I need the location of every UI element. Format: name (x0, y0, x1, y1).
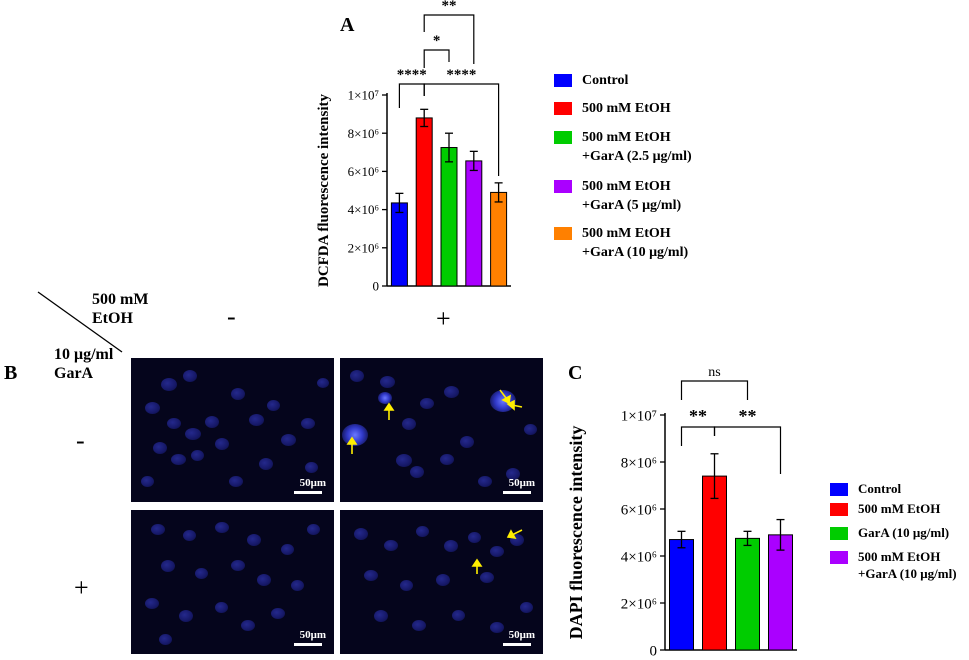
row-minus-label: - (76, 426, 85, 455)
micrograph-etoh: 50μm (340, 358, 543, 502)
significance-bracket (423, 49, 450, 68)
scale-bar-label: 50μm (299, 477, 326, 489)
legend-label: 500 mM EtOH (582, 130, 671, 145)
y-tick-label: 6×10⁶ (621, 502, 657, 518)
significance-label: ** (739, 406, 757, 426)
legend-label: Control (582, 73, 629, 88)
y-tick-label: 4×10⁶ (621, 549, 657, 565)
scale-bar (294, 643, 322, 646)
scale-bar-label: 50μm (299, 629, 326, 641)
gara-header-line1: 10 μg/ml (54, 346, 114, 363)
arrow-markers (346, 389, 523, 454)
legend-swatch (554, 180, 572, 193)
y-tick-label: 1×10⁷ (348, 88, 379, 103)
legend-swatch (554, 102, 572, 115)
legend-swatch (554, 74, 572, 87)
legend-label: +GarA (10 μg/ml) (858, 566, 957, 581)
etoh-header-line1: 500 mM (92, 291, 149, 308)
bar (465, 160, 483, 287)
legend-swatch (554, 131, 572, 144)
legend-label: 500 mM EtOH (858, 549, 940, 564)
legend-label: +GarA (5 μg/ml) (582, 198, 681, 213)
micrograph-gara: 50μm (131, 510, 334, 654)
bar (490, 191, 508, 287)
legend-swatch (830, 527, 848, 540)
legend-swatch (554, 227, 572, 240)
etoh-header: 500 mM EtOH (92, 290, 148, 328)
y-tick-label: 2×10⁶ (621, 596, 657, 612)
column-minus-label: - (227, 302, 236, 331)
legend-label: 500 mM EtOH (582, 179, 671, 194)
legend-label: +GarA (10 μg/ml) (582, 245, 688, 260)
arrow-markers (471, 529, 523, 574)
bar (768, 534, 793, 651)
significance-bracket (680, 426, 716, 446)
legend-swatch (830, 551, 848, 564)
legend-swatch (830, 503, 848, 516)
legend-label: GarA (10 μg/ml) (858, 525, 949, 540)
y-tick-label: 2×10⁶ (348, 240, 379, 255)
significance-bracket (680, 380, 749, 400)
bar (415, 117, 433, 287)
gara-header: 10 μg/ml GarA (54, 345, 113, 383)
significance-label: ns (708, 365, 720, 380)
panel-label-b: B (4, 362, 18, 384)
significance-label: **** (446, 67, 476, 83)
scale-bar-label: 50μm (508, 629, 535, 641)
significance-bracket (423, 83, 500, 176)
y-tick-label: 8×10⁶ (348, 126, 379, 141)
bar (440, 147, 458, 287)
micrograph-etoh-gara: 50μm (340, 510, 543, 654)
y-tick-label: 8×10⁶ (621, 455, 657, 471)
bar (390, 202, 408, 287)
y-axis-label: DCFDA fluorescence intensity (316, 93, 332, 287)
y-axis-label: DAPI fluorescence intensity (566, 426, 586, 640)
legend-label: 500 mM EtOH (582, 226, 671, 241)
significance-bracket (713, 426, 782, 474)
chart-a: 0 2×10⁶ 4×10⁶ 6×10⁶ 8×10⁶ 1×10⁷ DCFDA fluoresc… (316, 0, 692, 294)
significance-label: ** (442, 0, 457, 14)
bar (735, 537, 760, 651)
y-tick-label: 1×10⁷ (621, 408, 657, 424)
y-tick-label: 0 (373, 279, 380, 294)
chart-c: 0 2×10⁶ 4×10⁶ 6×10⁶ 8×10⁶ 1×10⁷ DAPI fluoresce… (566, 365, 957, 659)
bar (669, 539, 694, 651)
y-tick-label: 4×10⁶ (348, 202, 379, 217)
etoh-header-line2: EtOH (92, 310, 133, 327)
legend-label: Control (858, 481, 901, 496)
panel-label-c: C (568, 362, 583, 384)
row-plus-label: + (74, 573, 89, 602)
y-tick-label: 0 (650, 643, 658, 659)
significance-label: * (433, 33, 441, 49)
scale-bar-label: 50μm (508, 477, 535, 489)
scale-bar (294, 491, 322, 494)
scale-bar (503, 643, 531, 646)
panel-label-a: A (340, 14, 355, 36)
significance-label: ** (689, 406, 707, 426)
significance-label: **** (397, 67, 427, 83)
legend-swatch (830, 483, 848, 496)
significance-bracket (423, 14, 475, 64)
legend-label: 500 mM EtOH (582, 101, 671, 116)
scale-bar (503, 491, 531, 494)
significance-bracket (398, 83, 425, 108)
bar (702, 475, 727, 651)
header-diagonal-line (37, 291, 123, 353)
legend-label: 500 mM EtOH (858, 501, 940, 516)
micrograph-control: 50μm (131, 358, 334, 502)
column-plus-label: + (436, 304, 451, 333)
legend-label: +GarA (2.5 μg/ml) (582, 149, 692, 164)
gara-header-line2: GarA (54, 365, 94, 382)
y-tick-label: 6×10⁶ (348, 164, 379, 179)
